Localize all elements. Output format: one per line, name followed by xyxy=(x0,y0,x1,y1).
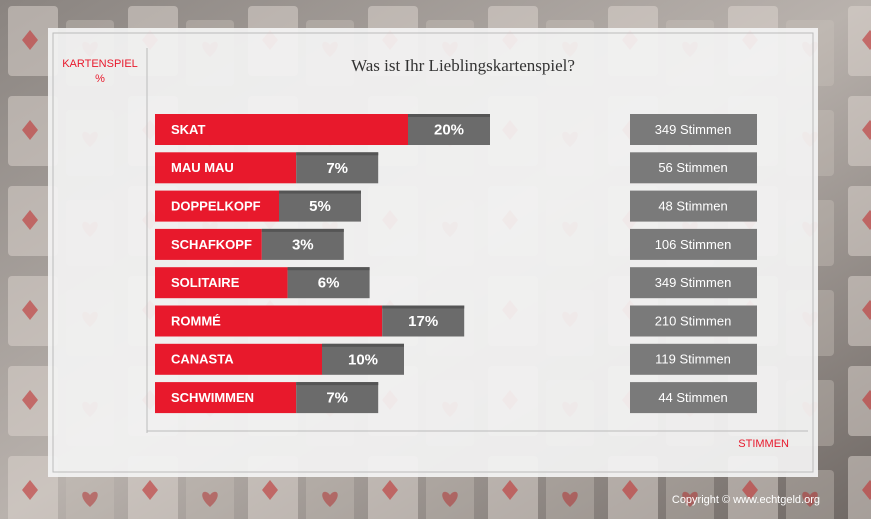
panel-border xyxy=(52,32,814,473)
bar-value-box xyxy=(296,382,379,414)
value-label: 6% xyxy=(318,275,340,292)
bar xyxy=(155,152,297,184)
votes-box xyxy=(630,343,757,375)
value-label: 3% xyxy=(292,236,314,253)
votes-label: 44 Stimmen xyxy=(658,390,727,405)
category-label: SKAT xyxy=(171,122,205,137)
votes-label: 349 Stimmen xyxy=(655,122,732,137)
value-label: 17% xyxy=(408,313,438,330)
value-label: 7% xyxy=(326,390,348,407)
votes-box xyxy=(630,267,757,299)
bar-value-box-top xyxy=(279,190,361,194)
bar-value-box xyxy=(408,114,490,145)
bar-value-box-top xyxy=(408,114,490,117)
copyright: Copyright © www.echtgeld.org xyxy=(672,494,820,506)
bar-value-box-top xyxy=(296,382,379,386)
votes-box xyxy=(630,114,757,145)
value-label: 10% xyxy=(348,351,378,368)
bar-value-box xyxy=(296,152,379,184)
bar xyxy=(155,114,408,145)
bar-value-box xyxy=(322,343,404,375)
bar xyxy=(155,190,279,222)
category-label: SCHAFKOPF xyxy=(171,237,252,252)
bar-value-box-top xyxy=(296,152,379,156)
category-label: ROMMÉ xyxy=(171,313,221,328)
y-axis-label: % xyxy=(95,73,105,85)
bar-value-box xyxy=(382,305,465,337)
bar-value-box-top xyxy=(382,305,465,309)
votes-box xyxy=(630,382,757,414)
bar-value-box-top xyxy=(322,343,404,347)
votes-label: 48 Stimmen xyxy=(658,199,727,214)
category-label: MAU MAU xyxy=(171,160,234,175)
votes-label: 56 Stimmen xyxy=(658,160,727,175)
votes-label: 349 Stimmen xyxy=(655,275,732,290)
bar-value-box-top xyxy=(287,267,370,271)
votes-label: 106 Stimmen xyxy=(655,237,732,252)
x-axis-label: STIMMEN xyxy=(738,438,789,450)
bar-value-box xyxy=(279,190,361,222)
bar xyxy=(155,343,322,375)
votes-label: 119 Stimmen xyxy=(655,352,731,367)
bar xyxy=(155,382,297,414)
category-label: DOPPELKOPF xyxy=(171,199,261,214)
value-label: 5% xyxy=(309,198,331,215)
chart-title: Was ist Ihr Lieblingskartenspiel? xyxy=(351,56,575,75)
bar xyxy=(155,228,262,260)
category-label: SCHWIMMEN xyxy=(171,390,254,405)
category-label: CANASTA xyxy=(171,352,234,367)
bar xyxy=(155,267,288,299)
category-label: SOLITAIRE xyxy=(171,275,240,290)
bar-value-box xyxy=(261,228,344,260)
y-axis-label: KARTENSPIEL xyxy=(62,58,138,70)
votes-box xyxy=(630,152,757,184)
value-label: 7% xyxy=(326,160,348,177)
votes-box xyxy=(630,305,757,337)
bar xyxy=(155,305,383,337)
votes-box xyxy=(630,190,757,222)
votes-box xyxy=(630,228,757,260)
bar-value-box-top xyxy=(261,228,344,232)
votes-label: 210 Stimmen xyxy=(655,313,732,328)
bar-value-box xyxy=(287,267,370,299)
value-label: 20% xyxy=(434,121,464,138)
